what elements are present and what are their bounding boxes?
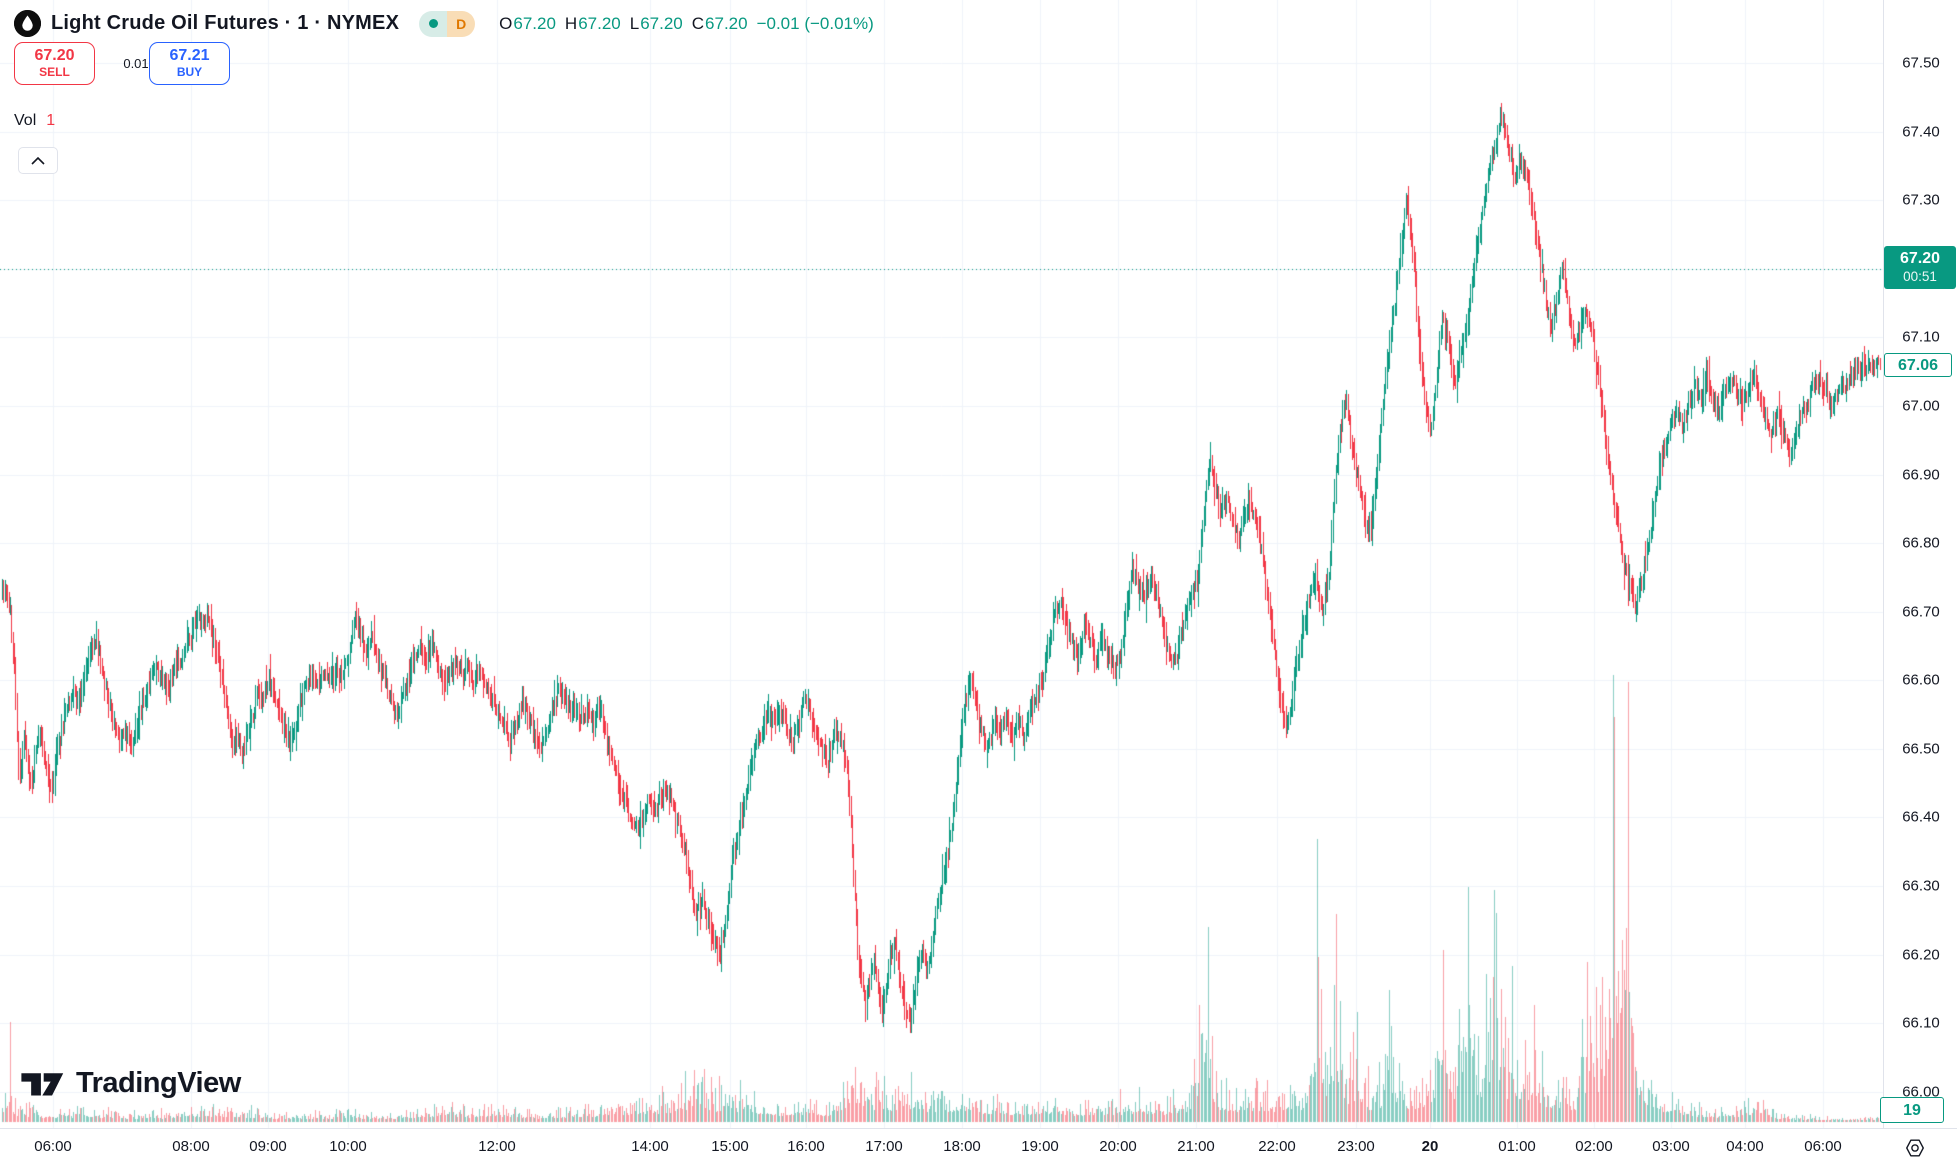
time-axis-label[interactable]: 20 <box>1421 1138 1439 1155</box>
sell-button[interactable]: 67.20 SELL <box>14 42 95 85</box>
open-value: 67.20 <box>513 13 556 33</box>
axis-settings-button[interactable] <box>1901 1134 1929 1162</box>
low-value: 67.20 <box>640 13 683 33</box>
time-axis-label[interactable]: 06:00 <box>34 1138 72 1155</box>
time-axis-label[interactable]: 03:00 <box>1652 1138 1690 1155</box>
market-status-pill[interactable]: D <box>419 10 476 37</box>
high-value: 67.20 <box>578 13 621 33</box>
time-axis-label[interactable]: 10:00 <box>329 1138 367 1155</box>
volume-indicator-legend[interactable]: Vol 1 <box>14 112 55 130</box>
price-axis[interactable]: 67.50 67.40 67.30 67.20 67.10 67.00 66.90 66.80… <box>1883 0 1957 1128</box>
series-price-badge: 67.06 <box>1884 352 1952 377</box>
close-label: C <box>691 13 705 33</box>
tradingview-wordmark: TradingView <box>76 1066 241 1099</box>
price-axis-label[interactable]: 66.60 <box>1902 671 1940 689</box>
low-label: L <box>629 13 640 33</box>
trade-panel: 67.20 SELL 0.01 67.21 BUY <box>14 42 230 85</box>
price-axis-label[interactable]: 67.00 <box>1902 397 1940 415</box>
time-axis-label[interactable]: 06:00 <box>1804 1138 1842 1155</box>
time-axis-label[interactable]: 04:00 <box>1726 1138 1764 1155</box>
volume-indicator-value: 1 <box>46 112 56 129</box>
change-value: −0.01 (−0.01%) <box>756 13 874 33</box>
price-axis-label[interactable]: 67.10 <box>1902 328 1940 346</box>
symbol-title[interactable]: Light Crude Oil Futures · 1 · NYMEX <box>51 12 400 34</box>
buy-button[interactable]: 67.21 BUY <box>149 42 230 85</box>
sell-label: SELL <box>39 64 70 79</box>
hexagon-settings-icon <box>1906 1139 1924 1157</box>
price-axis-label[interactable]: 66.90 <box>1902 466 1940 483</box>
price-axis-label[interactable]: 67.40 <box>1902 123 1940 141</box>
ohlc-values: O 67.20 H 67.20 L 67.20 C 67.20 −0.01 (−0.01… <box>499 14 874 34</box>
chevron-up-icon <box>31 156 45 165</box>
time-axis-label[interactable]: 01:00 <box>1498 1138 1536 1155</box>
price-axis-label[interactable]: 66.00 <box>1902 1083 1940 1101</box>
time-axis-label[interactable]: 20:00 <box>1099 1138 1137 1155</box>
time-axis-label[interactable]: 02:00 <box>1575 1138 1613 1155</box>
buy-price: 67.21 <box>169 47 210 65</box>
time-axis-label[interactable]: 12:00 <box>478 1138 516 1155</box>
time-axis-label[interactable]: 14:00 <box>631 1138 669 1155</box>
buy-label: BUY <box>176 64 203 79</box>
price-axis-label[interactable]: 66.50 <box>1902 740 1940 758</box>
close-value: 67.20 <box>705 13 748 33</box>
time-axis-label[interactable]: 15:00 <box>711 1138 749 1155</box>
time-axis-label[interactable]: 22:00 <box>1258 1138 1296 1155</box>
time-axis-label[interactable]: 21:00 <box>1177 1138 1215 1155</box>
sell-price: 67.20 <box>34 47 75 65</box>
time-axis-label[interactable]: 19:00 <box>1021 1138 1059 1155</box>
time-axis-label[interactable]: 17:00 <box>865 1138 903 1155</box>
last-price-badge: 67.20 00:51 <box>1884 245 1956 289</box>
time-axis-label[interactable]: 09:00 <box>249 1138 287 1155</box>
tradingview-mark-icon <box>21 1073 64 1096</box>
spread-value: 0.01 <box>123 56 149 71</box>
time-axis[interactable]: 06:00 08:00 09:00 10:00 12:00 14:00 15:00 16:00… <box>0 1128 1957 1167</box>
volume-indicator-name: Vol <box>14 112 37 129</box>
tradingview-logo[interactable]: TradingView <box>20 1066 241 1100</box>
oil-drop-icon <box>14 10 41 37</box>
bar-countdown: 00:51 <box>1903 268 1937 284</box>
price-axis-label[interactable]: 66.20 <box>1902 946 1940 963</box>
last-price-value: 67.20 <box>1899 249 1941 267</box>
price-axis-label[interactable]: 66.10 <box>1902 1014 1940 1032</box>
legend-collapse-button[interactable] <box>18 147 58 174</box>
price-axis-label[interactable]: 66.80 <box>1902 534 1940 552</box>
time-axis-label[interactable]: 18:00 <box>943 1138 981 1155</box>
price-axis-label[interactable]: 66.40 <box>1902 808 1940 826</box>
time-axis-label[interactable]: 16:00 <box>787 1138 825 1155</box>
price-axis-label[interactable]: 66.30 <box>1902 877 1940 895</box>
time-axis-label[interactable]: 08:00 <box>172 1138 210 1155</box>
market-open-dot-icon <box>419 10 448 37</box>
time-axis-label[interactable]: 23:00 <box>1337 1138 1375 1155</box>
price-axis-label[interactable]: 67.30 <box>1902 191 1940 209</box>
price-axis-label[interactable]: 67.50 <box>1902 54 1940 72</box>
open-label: O <box>499 13 513 33</box>
price-axis-label[interactable]: 66.70 <box>1902 603 1940 621</box>
volume-value-badge: 19 <box>1880 1097 1944 1123</box>
delayed-data-badge: D <box>447 10 476 37</box>
high-label: H <box>564 13 578 33</box>
